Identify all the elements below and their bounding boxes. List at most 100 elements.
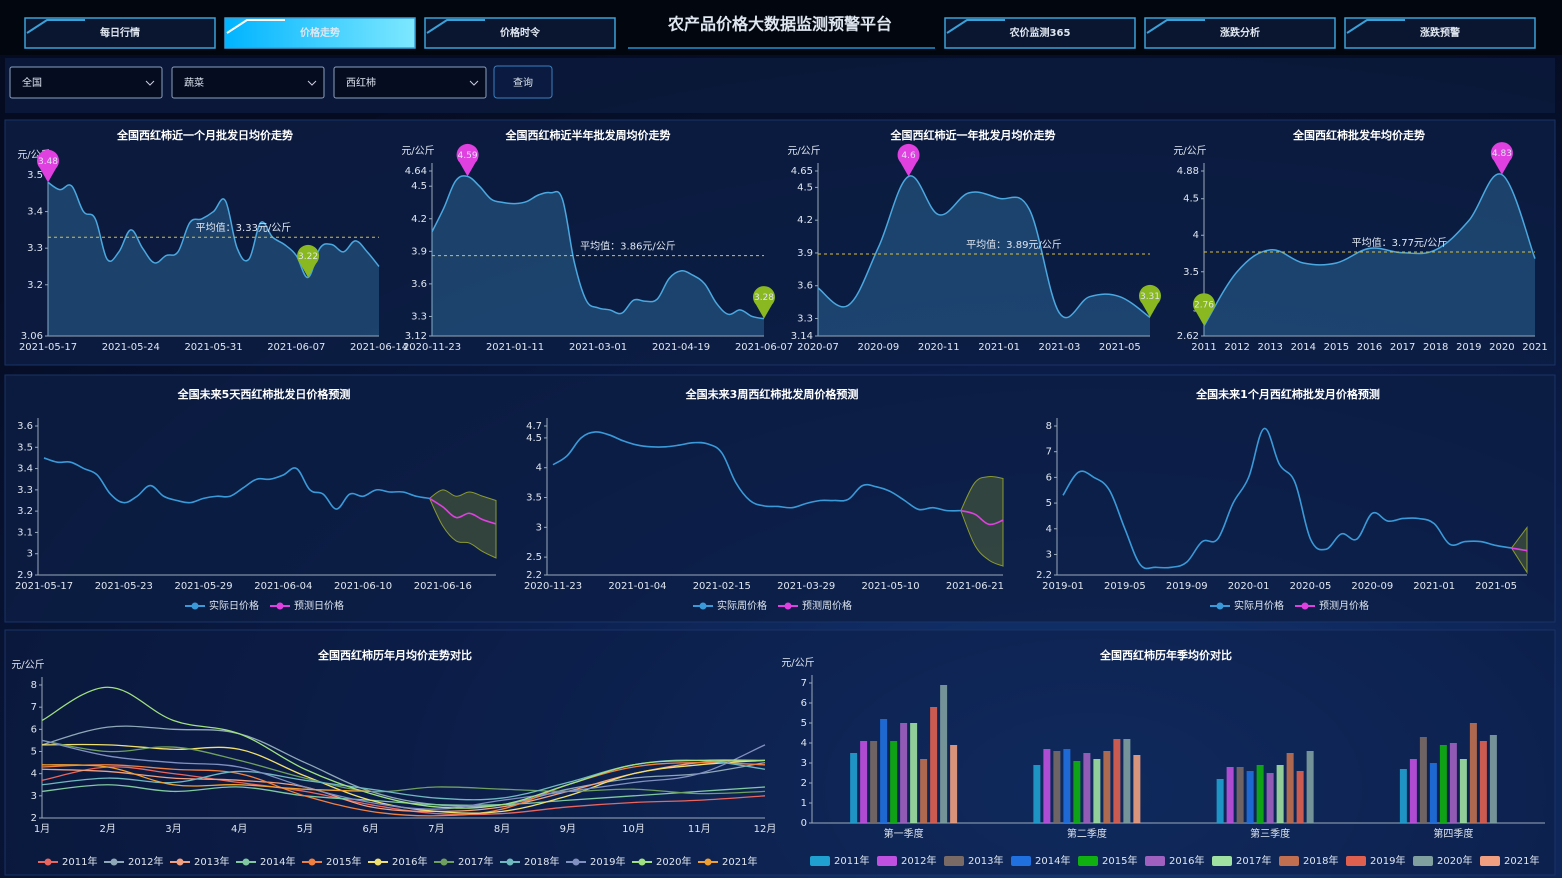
nav-tab[interactable]	[24, 17, 216, 49]
nav-tab-label[interactable]: 价格走势	[300, 26, 340, 39]
x-tick-label: 2021-05	[1099, 342, 1141, 353]
legend-label[interactable]: 2018年	[1303, 854, 1338, 867]
legend-label[interactable]: 2021年	[722, 855, 757, 868]
marker-label: 3.28	[754, 293, 774, 303]
legend-swatch[interactable]	[1279, 856, 1299, 866]
legend-swatch[interactable]	[1145, 856, 1165, 866]
legend-label[interactable]: 2012年	[901, 854, 936, 867]
bar	[1053, 751, 1061, 823]
legend-label[interactable]: 预测月价格	[1319, 599, 1369, 612]
legend-swatch[interactable]	[176, 858, 184, 866]
legend-label[interactable]: 实际月价格	[1234, 599, 1284, 612]
legend-swatch[interactable]	[1413, 856, 1433, 866]
legend-label[interactable]: 实际日价格	[209, 599, 259, 612]
legend-swatch[interactable]	[506, 858, 514, 866]
y-tick-label: 6	[31, 724, 37, 735]
marker-label: 3.22	[298, 252, 318, 262]
legend-label[interactable]: 2014年	[1035, 854, 1070, 867]
x-tick-label: 2021-04-19	[652, 342, 710, 353]
legend-label[interactable]: 2020年	[1437, 854, 1472, 867]
query-button[interactable]	[493, 65, 553, 99]
dropdown-value[interactable]: 蔬菜	[184, 77, 204, 89]
legend-swatch[interactable]	[242, 858, 250, 866]
legend-label[interactable]: 2018年	[524, 855, 559, 868]
legend-swatch[interactable]	[944, 856, 964, 866]
legend-swatch[interactable]	[1301, 602, 1309, 610]
legend-label[interactable]: 2019年	[590, 855, 625, 868]
y-tick-label: 3.6	[17, 421, 33, 432]
nav-tab-label[interactable]: 农价监测365	[1009, 26, 1071, 39]
nav-tab[interactable]	[224, 17, 416, 49]
legend-swatch[interactable]	[638, 858, 646, 866]
legend-label[interactable]: 2019年	[1370, 854, 1405, 867]
x-tick-label: 2021-02-15	[693, 581, 751, 592]
x-tick-label: 2018	[1423, 342, 1448, 353]
legend-label[interactable]: 2013年	[968, 854, 1003, 867]
legend-swatch[interactable]	[1078, 856, 1098, 866]
legend-label[interactable]: 2017年	[1236, 854, 1271, 867]
dropdown[interactable]	[171, 66, 325, 99]
legend-label[interactable]: 2014年	[260, 855, 295, 868]
series-line	[41, 766, 766, 816]
nav-tab[interactable]	[1144, 17, 1336, 49]
x-tick-label: 2021-01-11	[486, 342, 544, 353]
legend-swatch[interactable]	[810, 856, 830, 866]
nav-tab-label[interactable]: 每日行情	[100, 26, 140, 39]
nav-tab-label[interactable]: 价格时令	[500, 26, 541, 39]
nav-tab[interactable]	[424, 17, 616, 49]
legend-label[interactable]: 实际周价格	[717, 599, 767, 612]
legend-label[interactable]: 2017年	[458, 855, 493, 868]
dropdown[interactable]	[9, 66, 163, 99]
dropdown-value[interactable]: 西红柿	[346, 76, 376, 89]
legend-label[interactable]: 2016年	[392, 855, 427, 868]
legend-swatch[interactable]	[1480, 856, 1500, 866]
legend-label[interactable]: 2012年	[128, 855, 163, 868]
bar	[1266, 773, 1274, 823]
nav-tab[interactable]	[1344, 17, 1536, 49]
legend-swatch[interactable]	[1212, 856, 1232, 866]
legend-swatch[interactable]	[440, 858, 448, 866]
chart-title: 全国西红柿批发年均价走势	[1292, 128, 1425, 142]
query-button-label[interactable]: 查询	[513, 76, 533, 89]
legend-swatch[interactable]	[1346, 856, 1366, 866]
legend-label[interactable]: 预测日价格	[294, 599, 344, 612]
x-tick-label: 2021-06-04	[254, 581, 312, 592]
y-tick-label: 3.06	[21, 331, 43, 342]
legend-swatch[interactable]	[191, 602, 199, 610]
legend-swatch[interactable]	[110, 858, 118, 866]
dropdown[interactable]	[333, 66, 487, 99]
legend-label[interactable]: 2021年	[1504, 854, 1539, 867]
chart-title: 全国西红柿近半年批发周均价走势	[505, 128, 671, 142]
y-tick-label: 3.2	[17, 506, 33, 517]
legend-swatch[interactable]	[276, 602, 284, 610]
legend-label[interactable]: 2011年	[62, 855, 97, 868]
nav-tab-label[interactable]: 涨跌分析	[1220, 26, 1260, 39]
legend-label[interactable]: 2016年	[1169, 854, 1204, 867]
legend-label[interactable]: 2015年	[326, 855, 361, 868]
y-tick-label: 7	[31, 702, 37, 713]
legend-swatch[interactable]	[784, 602, 792, 610]
legend-label[interactable]: 2011年	[834, 854, 869, 867]
dropdown-arrow	[469, 80, 479, 86]
y-tick-label: 3.3	[27, 243, 43, 254]
nav-tab-label[interactable]: 涨跌预警	[1420, 26, 1460, 39]
tab-deco	[26, 19, 85, 34]
legend-label[interactable]: 预测周价格	[802, 599, 852, 612]
dropdown-value[interactable]: 全国	[22, 76, 42, 89]
nav-tab[interactable]	[944, 17, 1136, 49]
legend-swatch[interactable]	[374, 858, 382, 866]
legend-swatch[interactable]	[1216, 602, 1224, 610]
legend-label[interactable]: 2013年	[194, 855, 229, 868]
legend-swatch[interactable]	[704, 858, 712, 866]
legend-swatch[interactable]	[308, 858, 316, 866]
legend-label[interactable]: 2015年	[1102, 854, 1137, 867]
legend-label[interactable]: 2020年	[656, 855, 691, 868]
legend-swatch[interactable]	[572, 858, 580, 866]
legend-swatch[interactable]	[1011, 856, 1031, 866]
legend-swatch[interactable]	[699, 602, 707, 610]
legend-swatch[interactable]	[877, 856, 897, 866]
legend-swatch[interactable]	[44, 858, 52, 866]
x-tick-label: 2019	[1456, 342, 1481, 353]
series-line	[41, 725, 766, 808]
